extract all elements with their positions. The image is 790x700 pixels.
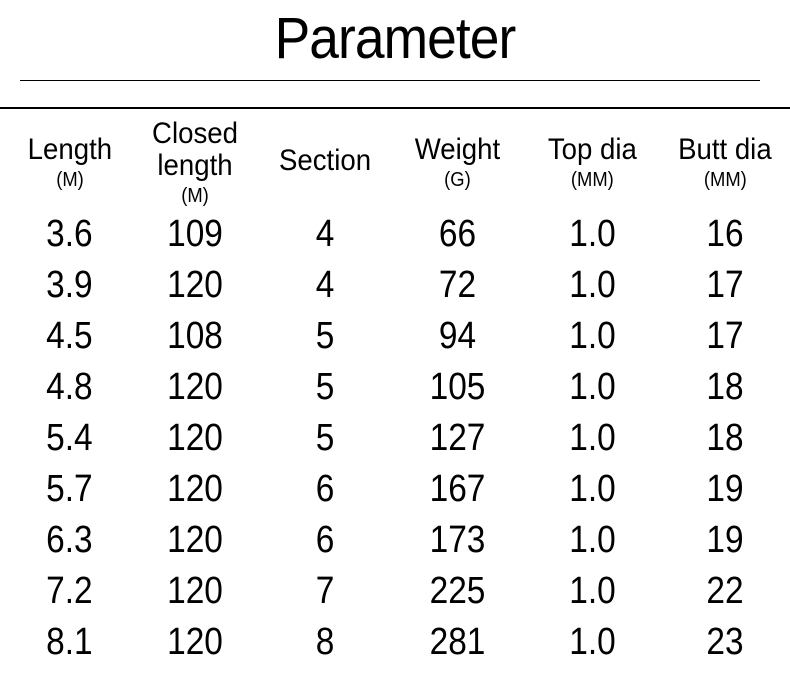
- header-unit: (M): [181, 185, 209, 208]
- header-top-border: [0, 107, 790, 109]
- table-cell: 1.0: [533, 315, 652, 358]
- header-unit: (M): [56, 169, 84, 192]
- header-cell-butt-dia: Butt dia (MM): [660, 134, 790, 193]
- table-cell: 105: [398, 366, 517, 409]
- parameter-table-container: Parameter Length (M) Closed length (M) S…: [0, 0, 790, 668]
- table-cell: 1.0: [533, 621, 652, 664]
- table-row: 5.7 120 6 167 1.0 19: [0, 464, 790, 515]
- table-cell: 1.0: [533, 213, 652, 256]
- table-row: 4.5 108 5 94 1.0 17: [0, 311, 790, 362]
- table-cell: 8.1: [8, 621, 122, 664]
- table-cell: 1.0: [533, 468, 652, 511]
- table-cell: 120: [138, 519, 252, 562]
- table-cell: 5.4: [8, 417, 122, 460]
- header-label: Closed length: [135, 118, 255, 181]
- title-underline: [20, 80, 760, 81]
- table-cell: 120: [138, 366, 252, 409]
- table-cell: 72: [398, 264, 517, 307]
- table-cell: 5: [268, 315, 382, 358]
- header-label: Weight: [415, 134, 500, 166]
- table-cell: 18: [668, 417, 782, 460]
- table-cell: 108: [138, 315, 252, 358]
- table-cell: 109: [138, 213, 252, 256]
- table-cell: 23: [668, 621, 782, 664]
- header-label: Top dia: [548, 134, 637, 166]
- table-header-row: Length (M) Closed length (M) Section Wei…: [0, 117, 790, 209]
- table-row: 3.6 109 4 66 1.0 16: [0, 209, 790, 260]
- table-cell: 6: [268, 519, 382, 562]
- table-cell: 17: [668, 264, 782, 307]
- table-cell: 7: [268, 570, 382, 613]
- table-cell: 18: [668, 366, 782, 409]
- table-cell: 1.0: [533, 264, 652, 307]
- table-row: 7.2 120 7 225 1.0 22: [0, 566, 790, 617]
- table-cell: 6.3: [8, 519, 122, 562]
- table-cell: 127: [398, 417, 517, 460]
- table-row: 8.1 120 8 281 1.0 23: [0, 617, 790, 668]
- header-cell-top-dia: Top dia (MM): [525, 134, 660, 193]
- table-cell: 8: [268, 621, 382, 664]
- table-row: 5.4 120 5 127 1.0 18: [0, 413, 790, 464]
- table-cell: 167: [398, 468, 517, 511]
- header-cell-length: Length (M): [0, 134, 130, 193]
- table-cell: 19: [668, 468, 782, 511]
- table-cell: 4.5: [8, 315, 122, 358]
- table-row: 4.8 120 5 105 1.0 18: [0, 362, 790, 413]
- table-cell: 5.7: [8, 468, 122, 511]
- page-title: Parameter: [32, 5, 759, 72]
- header-unit: (MM): [571, 169, 614, 192]
- header-unit: (G): [444, 169, 471, 192]
- table-cell: 1.0: [533, 519, 652, 562]
- header-cell-section: Section: [260, 145, 390, 181]
- table-cell: 17: [668, 315, 782, 358]
- table-cell: 3.6: [8, 213, 122, 256]
- header-label: Length: [28, 134, 112, 166]
- table-cell: 1.0: [533, 366, 652, 409]
- header-cell-closed-length: Closed length (M): [130, 118, 260, 208]
- header-label: Butt dia: [678, 134, 772, 166]
- table-cell: 4: [268, 213, 382, 256]
- table-cell: 5: [268, 417, 382, 460]
- table-cell: 5: [268, 366, 382, 409]
- table-cell: 120: [138, 570, 252, 613]
- table-cell: 281: [398, 621, 517, 664]
- table-cell: 3.9: [8, 264, 122, 307]
- table-cell: 4: [268, 264, 382, 307]
- parameter-table: Length (M) Closed length (M) Section Wei…: [0, 117, 790, 668]
- table-cell: 173: [398, 519, 517, 562]
- table-row: 6.3 120 6 173 1.0 19: [0, 515, 790, 566]
- table-cell: 120: [138, 468, 252, 511]
- table-cell: 120: [138, 621, 252, 664]
- table-cell: 1.0: [533, 570, 652, 613]
- table-cell: 19: [668, 519, 782, 562]
- table-cell: 1.0: [533, 417, 652, 460]
- table-cell: 7.2: [8, 570, 122, 613]
- header-label: Section: [279, 145, 371, 177]
- table-cell: 94: [398, 315, 517, 358]
- table-cell: 22: [668, 570, 782, 613]
- table-cell: 120: [138, 264, 252, 307]
- table-cell: 120: [138, 417, 252, 460]
- table-cell: 66: [398, 213, 517, 256]
- table-cell: 225: [398, 570, 517, 613]
- table-body: 3.61094661.0163.91204721.0174.51085941.0…: [0, 209, 790, 668]
- table-row: 3.9 120 4 72 1.0 17: [0, 260, 790, 311]
- table-cell: 16: [668, 213, 782, 256]
- header-cell-weight: Weight (G): [390, 134, 525, 193]
- header-unit: (MM): [704, 169, 747, 192]
- table-cell: 6: [268, 468, 382, 511]
- table-cell: 4.8: [8, 366, 122, 409]
